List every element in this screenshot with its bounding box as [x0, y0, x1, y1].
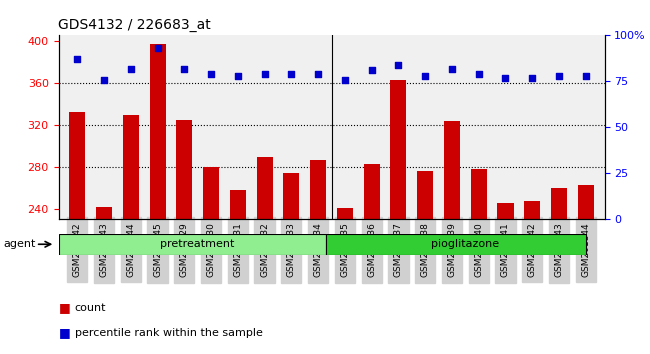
Point: [259, 71, 270, 77]
Text: ■: ■: [58, 302, 70, 314]
Point: [99, 77, 109, 82]
Point: [206, 71, 216, 77]
Text: ■: ■: [58, 326, 70, 339]
Bar: [123, 115, 139, 354]
Point: [125, 66, 136, 72]
Point: [473, 71, 484, 77]
Bar: [524, 201, 540, 354]
Point: [527, 75, 538, 81]
Point: [340, 77, 350, 82]
Bar: [310, 160, 326, 354]
Point: [233, 73, 243, 79]
Bar: [69, 112, 85, 354]
Point: [447, 66, 457, 72]
Point: [286, 71, 296, 77]
Point: [367, 68, 377, 73]
Text: pretreatment: pretreatment: [161, 239, 235, 249]
FancyBboxPatch shape: [326, 234, 586, 255]
Bar: [578, 185, 594, 354]
Bar: [176, 120, 192, 354]
Bar: [471, 169, 487, 354]
Bar: [230, 190, 246, 354]
Bar: [551, 188, 567, 354]
Bar: [391, 80, 406, 354]
Point: [420, 73, 430, 79]
Bar: [96, 207, 112, 354]
Bar: [497, 202, 514, 354]
Text: percentile rank within the sample: percentile rank within the sample: [75, 328, 263, 338]
Bar: [283, 173, 300, 354]
Point: [72, 57, 83, 62]
FancyBboxPatch shape: [58, 234, 326, 255]
Point: [179, 66, 190, 72]
Point: [313, 71, 323, 77]
Point: [580, 73, 591, 79]
Text: GDS4132 / 226683_at: GDS4132 / 226683_at: [58, 18, 211, 32]
Text: pioglitazone: pioglitazone: [431, 239, 499, 249]
Text: agent: agent: [3, 239, 36, 249]
Bar: [417, 171, 433, 354]
Point: [500, 75, 511, 81]
Bar: [150, 44, 166, 354]
Bar: [444, 121, 460, 354]
Text: count: count: [75, 303, 106, 313]
Point: [554, 73, 564, 79]
Bar: [203, 167, 219, 354]
Point: [152, 45, 162, 51]
Bar: [337, 208, 353, 354]
Bar: [257, 158, 272, 354]
Bar: [363, 164, 380, 354]
Point: [393, 62, 404, 68]
